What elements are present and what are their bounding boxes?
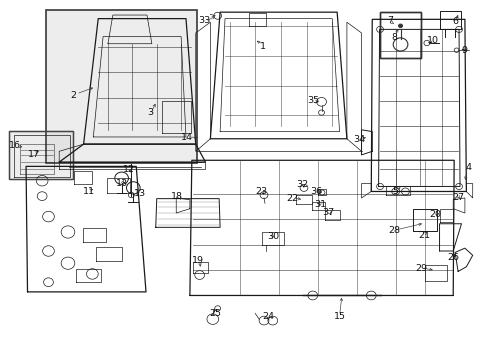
Text: 6: 6 [451,17,457,26]
Text: 24: 24 [262,312,273,321]
Text: 30: 30 [266,232,278,241]
Text: 22: 22 [285,194,298,203]
Text: 7: 7 [386,16,392,25]
Bar [9,131,73,179]
Text: 16: 16 [9,141,21,150]
Text: 32: 32 [295,180,307,189]
Text: 28: 28 [388,226,400,235]
Bar [379,12,420,58]
Bar [45,10,196,163]
Text: 13: 13 [115,179,127,188]
Text: 23: 23 [255,187,267,196]
Text: 33: 33 [198,16,210,25]
Text: 14: 14 [181,133,193,142]
Text: 9: 9 [460,46,466,55]
Ellipse shape [398,24,402,28]
Text: 31: 31 [313,200,325,209]
Text: 19: 19 [192,256,204,265]
Text: 20: 20 [429,210,441,219]
Text: 3: 3 [147,108,153,117]
Text: 26: 26 [447,253,458,262]
Bar [45,10,196,163]
Text: 1: 1 [260,42,265,51]
Text: 27: 27 [451,193,463,202]
Text: 10: 10 [426,36,438,45]
Text: 2: 2 [70,91,76,100]
Text: 25: 25 [209,309,221,318]
Text: 21: 21 [417,231,429,240]
Text: 36: 36 [310,187,322,196]
Text: 17: 17 [28,150,40,159]
Bar [379,12,420,58]
Text: 11: 11 [82,187,94,196]
Text: 4: 4 [465,163,471,172]
Text: 13: 13 [133,189,145,198]
Text: 35: 35 [307,96,319,105]
Text: 34: 34 [352,135,365,144]
Text: 18: 18 [171,192,183,201]
Text: 29: 29 [414,265,426,274]
Text: 8: 8 [391,33,397,42]
Text: 12: 12 [122,165,134,174]
Text: 37: 37 [322,208,334,217]
Text: 5: 5 [392,187,398,196]
Text: 15: 15 [333,312,345,321]
Bar [9,131,73,179]
